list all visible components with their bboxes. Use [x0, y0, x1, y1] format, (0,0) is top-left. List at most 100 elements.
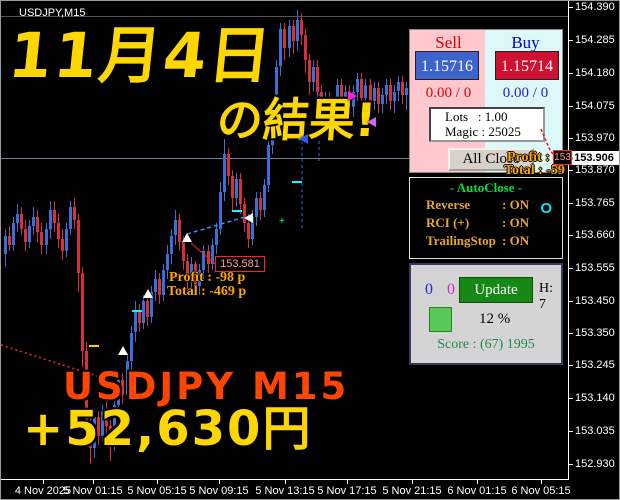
trade-marker-dash [292, 181, 302, 183]
price-tick-dash [569, 203, 573, 204]
candle-body [299, 19, 303, 36]
time-tick-dash [285, 480, 286, 484]
price-tick-dash [569, 7, 573, 8]
candle-body [400, 82, 404, 95]
candle-body [319, 91, 323, 114]
candle-body [186, 260, 190, 280]
candle-body [234, 179, 238, 198]
update-button[interactable]: Update [459, 277, 533, 303]
candle-body [251, 216, 254, 239]
candle-body [28, 226, 32, 242]
candle-body [344, 91, 348, 104]
reverse-label: Reverse [426, 197, 471, 212]
trade-marker-dash [89, 345, 99, 347]
candle-body [275, 66, 279, 105]
candle-body [356, 79, 360, 92]
current-price-tag-partial: 153 [553, 150, 572, 165]
candle-body [368, 85, 372, 101]
price-tick-dash [569, 431, 573, 432]
price-tick-dash [569, 106, 573, 107]
h-count-label: H: 7 [539, 281, 553, 312]
candle-body [267, 144, 271, 186]
trade-panel: Sell Buy 1.15716 1.15714 0.00 / 0 0.00 /… [409, 29, 563, 173]
candle-body [97, 417, 101, 436]
candle-body [332, 104, 336, 120]
candle-body [210, 244, 214, 264]
trade-marker-tri-right [348, 91, 357, 101]
price-tick-label: 154.285 [575, 34, 615, 46]
reverse-toggle[interactable]: O [540, 200, 552, 217]
all-close-button[interactable]: All Close [448, 148, 534, 171]
mid-total-label: Total : -469 p [167, 284, 247, 299]
candle-body [16, 213, 20, 223]
candle-body [141, 301, 145, 324]
candle-body [279, 28, 283, 67]
candle-body [328, 97, 331, 120]
candle-body [404, 88, 408, 95]
candle-body [113, 404, 117, 446]
time-axis[interactable]: 4 Nov 2025 5 Nov 01:15 5 Nov 05:15 5 Nov 09… [1, 480, 619, 499]
price-tick-label: 153.970 [575, 132, 615, 144]
price-tick-label: 153.870 [575, 164, 615, 176]
sell-counter: 0.00 / 0 [425, 85, 472, 101]
candle-body [380, 94, 384, 104]
trade-marker-dash [132, 310, 142, 312]
candle-body [340, 85, 344, 105]
lots-magic-box: Lots : 1.00 Magic : 25025 [429, 107, 545, 142]
candle-body [303, 35, 307, 61]
candle-body [89, 429, 92, 449]
sell-price-button[interactable]: 1.15716 [415, 51, 479, 80]
price-tick-label: 154.075 [575, 100, 615, 112]
time-tick-dash [541, 480, 542, 484]
trade-marker-tri-up [182, 233, 192, 242]
candle-body [182, 241, 186, 261]
price-tick-dash [569, 268, 573, 269]
price-tick-dash [569, 73, 573, 74]
count-magenta: 0 [447, 281, 455, 298]
price-tick-dash [569, 333, 573, 334]
reverse-value: : ON [502, 197, 530, 212]
price-tick-label: 153.660 [575, 229, 615, 241]
time-tick-dash [477, 480, 478, 484]
time-tick-dash [43, 480, 44, 484]
score-value-label: Score : (67) 1995 [437, 337, 535, 352]
time-tick-dash [93, 480, 94, 484]
gridline-top [1, 16, 568, 17]
right-total-label: Total : -59 [504, 163, 565, 178]
candle-body [81, 273, 84, 352]
candle-body [194, 263, 198, 286]
overlay-date-text: 11月4日 [5, 19, 277, 92]
candle-body [36, 216, 40, 233]
price-tick-label: 153.140 [575, 392, 615, 404]
candle-body [93, 417, 97, 449]
candle-wick [405, 82, 407, 111]
price-tick-label: 153.350 [575, 327, 615, 339]
trade-marker-tri-up [143, 289, 153, 298]
magic-line: Magic : 25025 [445, 124, 521, 139]
candle-body [101, 410, 105, 436]
price-axis[interactable]: 154.390 154.285 154.180 154.075 153.970 153.8… [569, 1, 619, 479]
candle-body [44, 229, 48, 245]
autoclose-title: - AutoClose - [449, 180, 523, 195]
candle-body [376, 88, 380, 104]
candle-body [32, 216, 36, 227]
mid-profit-label: Profit : -98 p [169, 270, 246, 285]
current-price-axis-label: 153.906 [569, 151, 619, 165]
candle-body [133, 310, 137, 333]
candle-body [161, 269, 165, 295]
overlay-result-text: の結果! [215, 93, 378, 147]
price-tick-dash [569, 170, 573, 171]
time-tick-label: 4 Nov 2025 [14, 485, 72, 497]
trade-marker-tri-up [118, 346, 128, 355]
lots-line: Lots : 1.00 [445, 109, 508, 124]
trade-marker-tri-left [244, 213, 253, 223]
buy-counter: 0.00 / 0 [502, 85, 549, 101]
percent-label: 12 % [479, 311, 511, 327]
time-tick-label: 6 Nov 01:15 [447, 485, 507, 497]
candle-body [214, 229, 218, 245]
time-tick-dash [412, 480, 413, 484]
buy-price-button[interactable]: 1.15714 [495, 51, 559, 80]
time-tick-label: 6 Nov 05:15 [511, 485, 571, 497]
autoclose-panel: - AutoClose - Reverse : ON RCI (+) : ON … [409, 177, 563, 259]
price-tick-dash [569, 464, 573, 465]
